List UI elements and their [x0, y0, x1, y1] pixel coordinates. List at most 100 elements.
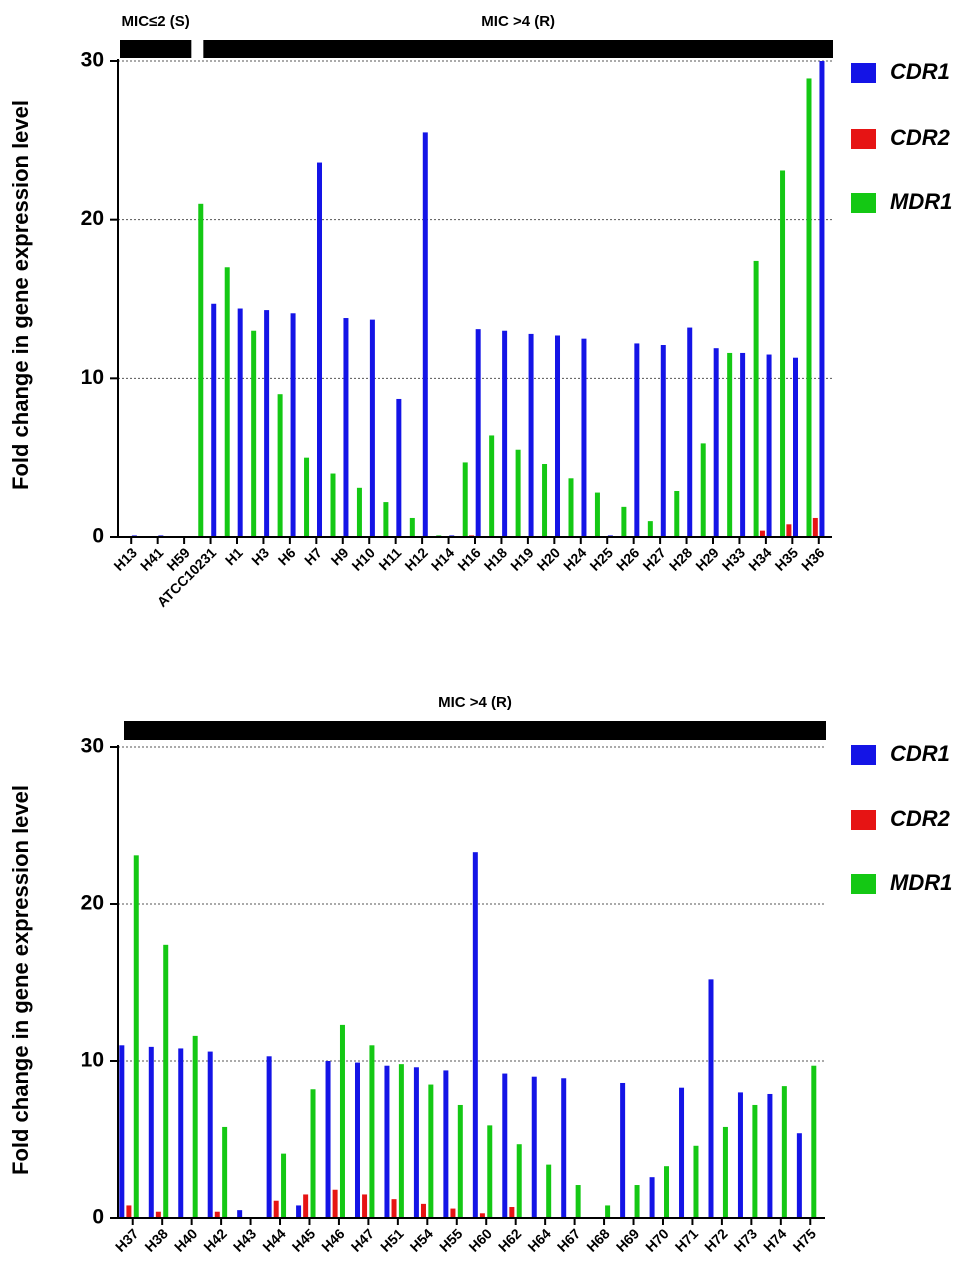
bar	[700, 443, 706, 537]
y-tick-label: 0	[92, 525, 104, 548]
legend-label: CDR1	[890, 59, 950, 84]
y-axis-label: Fold change in gene expression level	[8, 100, 33, 490]
y-tick-label: 0	[92, 1206, 104, 1229]
bar	[811, 1065, 817, 1218]
x-tick-label: H24	[560, 544, 590, 574]
x-tick-label: H46	[318, 1225, 348, 1255]
legend-swatch	[851, 810, 876, 830]
bar	[178, 1048, 184, 1218]
bar	[369, 319, 375, 537]
group-label: MIC >4 (R)	[481, 13, 555, 30]
x-tick-label: H14	[428, 544, 458, 574]
bar	[752, 1104, 758, 1218]
bar	[277, 394, 283, 537]
x-tick-label: H1	[222, 544, 246, 568]
legend-label: CDR1	[890, 741, 950, 766]
x-tick-label: H10	[348, 544, 378, 574]
x-tick-label: H51	[377, 1225, 407, 1255]
bar	[634, 1185, 640, 1218]
x-tick-label: H40	[171, 1225, 201, 1255]
bar	[290, 313, 296, 537]
bar	[568, 478, 574, 537]
x-tick-label: H43	[230, 1225, 260, 1255]
bar	[679, 1087, 685, 1218]
legend-swatch	[851, 193, 876, 213]
x-tick-label: H26	[613, 544, 643, 574]
bar	[647, 521, 653, 537]
bar	[767, 1093, 773, 1218]
bar	[237, 308, 243, 537]
bar	[649, 1177, 655, 1218]
y-tick-label: 10	[81, 366, 104, 389]
group-label: MIC≤2 (S)	[122, 13, 190, 30]
bar	[693, 1145, 699, 1218]
bar	[487, 1125, 493, 1218]
bar	[819, 61, 825, 537]
x-tick-label: H73	[731, 1225, 761, 1255]
bar	[594, 492, 600, 537]
bar	[509, 1207, 515, 1218]
legend-swatch	[851, 129, 876, 149]
x-tick-label: H71	[672, 1225, 702, 1255]
bar	[780, 170, 786, 538]
bar	[304, 457, 310, 537]
y-axis-label: Fold change in gene expression level	[8, 785, 33, 1175]
x-tick-label: H55	[436, 1225, 466, 1255]
x-tick-label: H54	[407, 1225, 437, 1255]
legend-label: CDR2	[890, 806, 951, 831]
bar	[759, 530, 765, 537]
bar	[479, 1213, 485, 1218]
bar	[409, 517, 415, 537]
bar	[515, 449, 521, 537]
bar	[354, 1062, 360, 1218]
x-tick-label: H20	[534, 544, 564, 574]
bar	[605, 1205, 611, 1218]
x-tick-label: H9	[328, 544, 352, 568]
x-tick-label: H27	[639, 544, 669, 574]
x-tick-label: H35	[772, 544, 802, 574]
bar	[475, 329, 481, 537]
bar	[396, 398, 402, 537]
bar	[472, 852, 478, 1218]
legend-swatch	[851, 745, 876, 765]
x-tick-label: H3	[248, 544, 272, 568]
bar	[737, 1092, 743, 1218]
bar	[237, 1210, 243, 1218]
bar	[339, 1024, 345, 1218]
bar	[317, 162, 323, 537]
bar	[224, 267, 230, 537]
bar	[781, 1086, 787, 1218]
y-tick-label: 30	[81, 735, 104, 758]
bar	[462, 462, 468, 537]
bar	[531, 1076, 537, 1218]
bar	[555, 335, 561, 537]
bar	[211, 303, 217, 537]
bar	[674, 490, 680, 537]
bar	[516, 1144, 522, 1218]
x-tick-label: H19	[507, 544, 537, 574]
bar	[133, 855, 139, 1218]
legend-swatch	[851, 63, 876, 83]
bar	[332, 1189, 338, 1218]
bar	[422, 132, 428, 537]
bar	[489, 435, 495, 537]
bar	[713, 348, 719, 537]
x-tick-label: H13	[110, 544, 140, 574]
x-tick-label: H33	[719, 544, 749, 574]
bar	[796, 1133, 802, 1218]
bar	[383, 502, 389, 537]
bar	[148, 1046, 154, 1218]
x-tick-label: H12	[401, 544, 431, 574]
x-tick-label: H18	[481, 544, 511, 574]
bar	[273, 1200, 279, 1218]
bar	[266, 1056, 272, 1218]
x-tick-label: H34	[745, 544, 775, 574]
bar	[192, 1035, 198, 1218]
bar	[126, 1205, 132, 1218]
bar	[119, 1045, 125, 1218]
bar	[806, 78, 812, 537]
bar	[786, 524, 792, 537]
bar	[413, 1067, 419, 1218]
bar	[296, 1205, 302, 1218]
x-tick-label: H70	[642, 1225, 672, 1255]
